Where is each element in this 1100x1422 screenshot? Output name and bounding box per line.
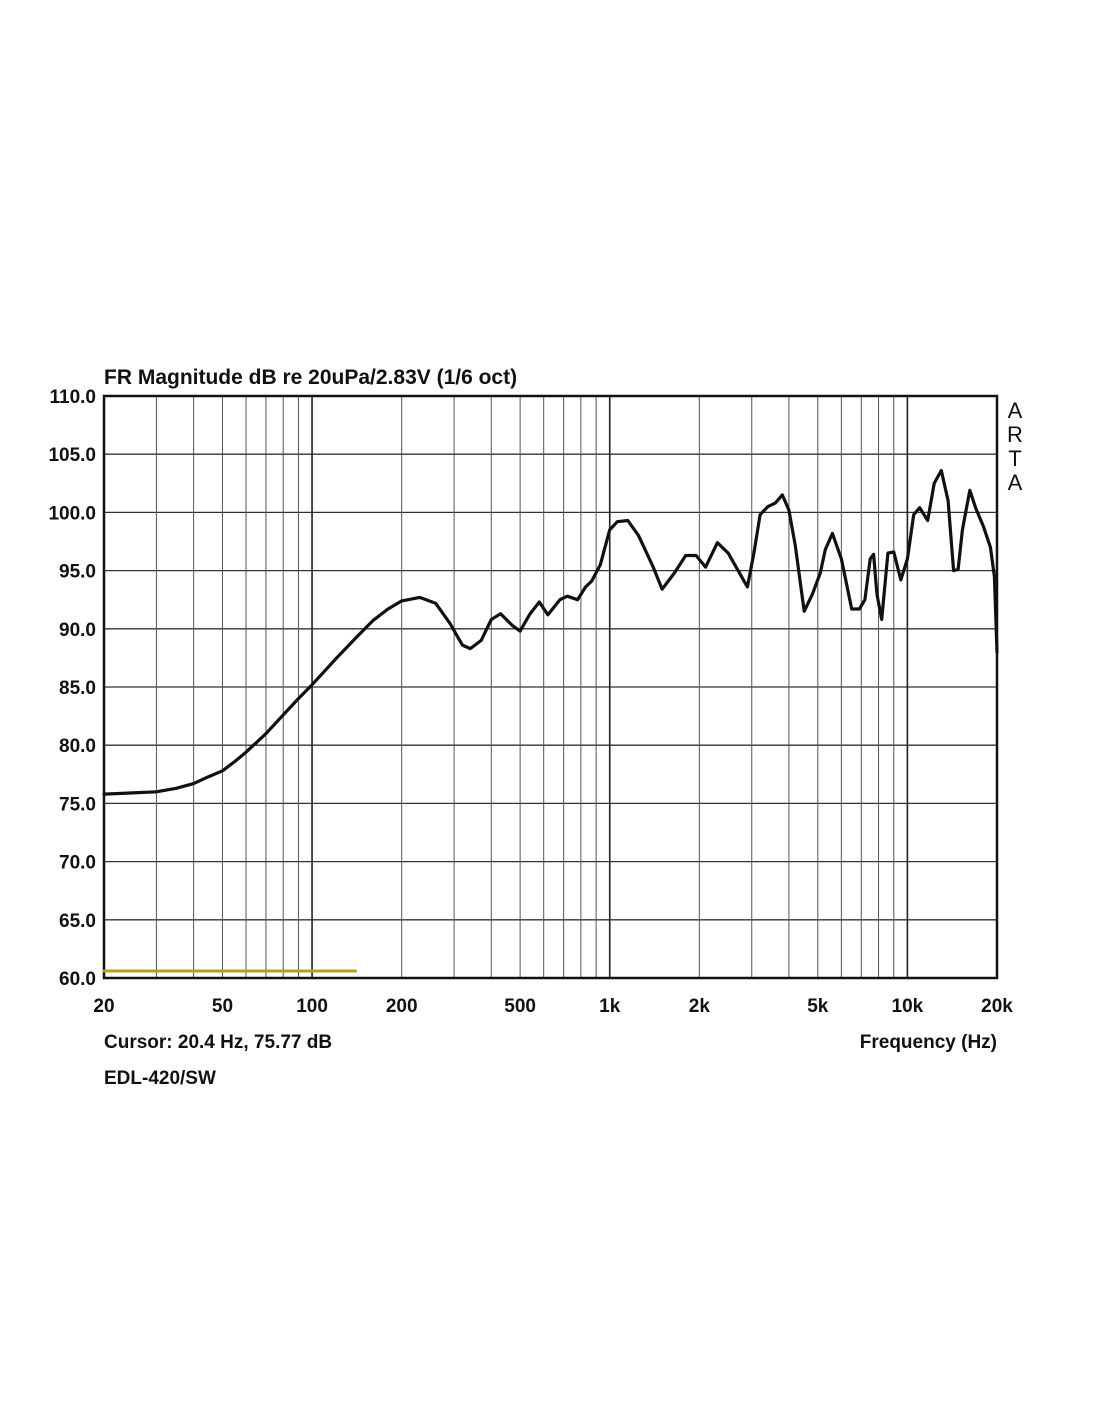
x-tick-label: 20k (981, 996, 1013, 1017)
y-tick-label: 70.0 (59, 853, 96, 874)
response-curve (102, 468, 999, 796)
x-axis-label: Frequency (Hz) (860, 1032, 997, 1053)
y-tick-label: 65.0 (59, 911, 96, 932)
y-tick-labels: 110.0 105.0 100.0 95.0 90.0 85.0 80.0 75.0 70.0 6… (48, 387, 96, 990)
x-tick-label: 50 (212, 996, 233, 1017)
y-tick-label: 80.0 (59, 736, 96, 757)
brand-letter: A (1008, 470, 1023, 495)
x-tick-label: 10k (892, 996, 924, 1017)
y-tick-label: 90.0 (59, 620, 96, 641)
brand-label: A R T A (1007, 398, 1023, 495)
y-tick-label: 105.0 (48, 445, 96, 466)
x-tick-labels: 20 50 100 200 500 1k 2k 5k 10k 20k (93, 996, 1013, 1017)
y-tick-label: 85.0 (59, 678, 96, 699)
grid-lines (104, 396, 997, 978)
device-label: EDL-420/SW (104, 1068, 216, 1089)
x-tick-label: 20 (93, 996, 114, 1017)
y-tick-label: 100.0 (48, 503, 96, 524)
brand-letter: A (1008, 398, 1023, 423)
y-tick-label: 95.0 (59, 562, 96, 583)
y-tick-label: 75.0 (59, 794, 96, 815)
cursor-readout: Cursor: 20.4 Hz, 75.77 dB (104, 1032, 332, 1053)
brand-letter: R (1007, 422, 1023, 447)
x-tick-label: 5k (807, 996, 829, 1017)
plot-frame (102, 394, 999, 980)
x-tick-label: 2k (689, 996, 711, 1017)
x-tick-label: 500 (504, 996, 536, 1017)
chart-title: FR Magnitude dB re 20uPa/2.83V (1/6 oct) (104, 366, 517, 389)
brand-letter: T (1008, 446, 1021, 471)
x-tick-label: 1k (599, 996, 621, 1017)
series-layer (102, 468, 999, 973)
x-tick-label: 100 (296, 996, 328, 1017)
y-tick-label: 60.0 (59, 969, 96, 990)
x-tick-label: 200 (386, 996, 418, 1017)
y-tick-label: 110.0 (50, 387, 97, 408)
